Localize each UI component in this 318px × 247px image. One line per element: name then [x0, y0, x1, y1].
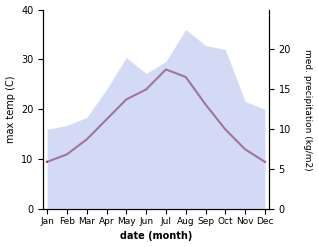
Y-axis label: med. precipitation (kg/m2): med. precipitation (kg/m2)	[303, 49, 313, 170]
X-axis label: date (month): date (month)	[120, 231, 192, 242]
Y-axis label: max temp (C): max temp (C)	[5, 76, 16, 143]
